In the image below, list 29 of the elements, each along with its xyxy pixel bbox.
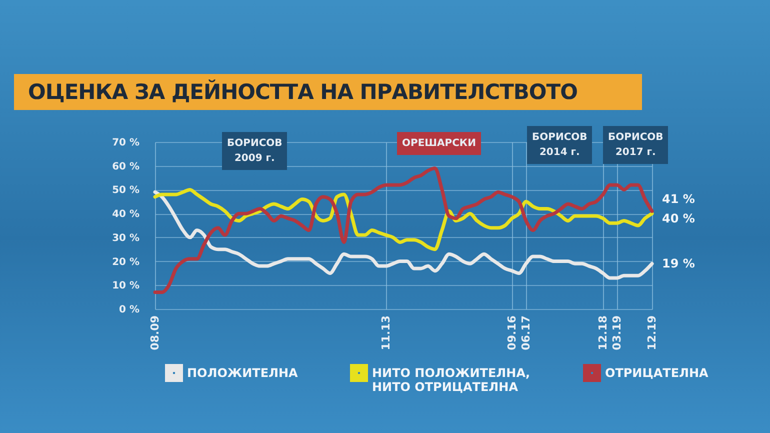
- chart-title: ОЦЕНКА ЗА ДЕЙНОСТТА НА ПРАВИТЕЛСТВОТО: [14, 74, 642, 110]
- y-tick-label: 30 %: [112, 232, 140, 244]
- y-tick-label: 0 %: [119, 304, 140, 316]
- x-tick-label: 11.13: [380, 316, 392, 350]
- x-tick-label: 09.16: [506, 315, 518, 350]
- data-label: 40 %: [662, 212, 695, 226]
- y-tick-label: 60 %: [112, 161, 140, 172]
- y-tick-label: 10 %: [112, 280, 140, 292]
- x-tick-label: 06.17: [520, 316, 532, 350]
- line-series: [153, 190, 654, 280]
- annotation: БОРИСОВ 2009 г.: [222, 132, 288, 170]
- x-tick-label: 08.09: [148, 316, 162, 350]
- y-tick-label: 70 %: [112, 138, 140, 148]
- x-tick-label: 03.19: [610, 316, 624, 350]
- data-label: 41 %: [662, 192, 695, 206]
- y-tick-label: 40 %: [112, 209, 140, 220]
- legend-label: НИТО ПОЛОЖИТЕЛНА, НИТО ОТРИЦАТЕЛНА: [372, 366, 530, 394]
- line-series: [153, 188, 654, 252]
- legend-label: ОТРИЦАТЕЛНА: [605, 366, 710, 380]
- annotation: БОРИСОВ 2017 г.: [603, 126, 668, 164]
- annotation: БОРИСОВ 2014 г.: [527, 126, 592, 164]
- y-tick-label: 20 %: [112, 256, 140, 268]
- data-label: 19 %: [662, 256, 695, 271]
- annotation: ОРЕШАРСКИ: [397, 132, 481, 155]
- x-tick-label: 12.19: [646, 316, 658, 350]
- y-tick-label: 50 %: [112, 185, 140, 196]
- legend-label: ПОЛОЖИТЕЛНА: [187, 366, 299, 380]
- line-series: [153, 166, 654, 294]
- x-tick-label: 12.18: [596, 316, 610, 350]
